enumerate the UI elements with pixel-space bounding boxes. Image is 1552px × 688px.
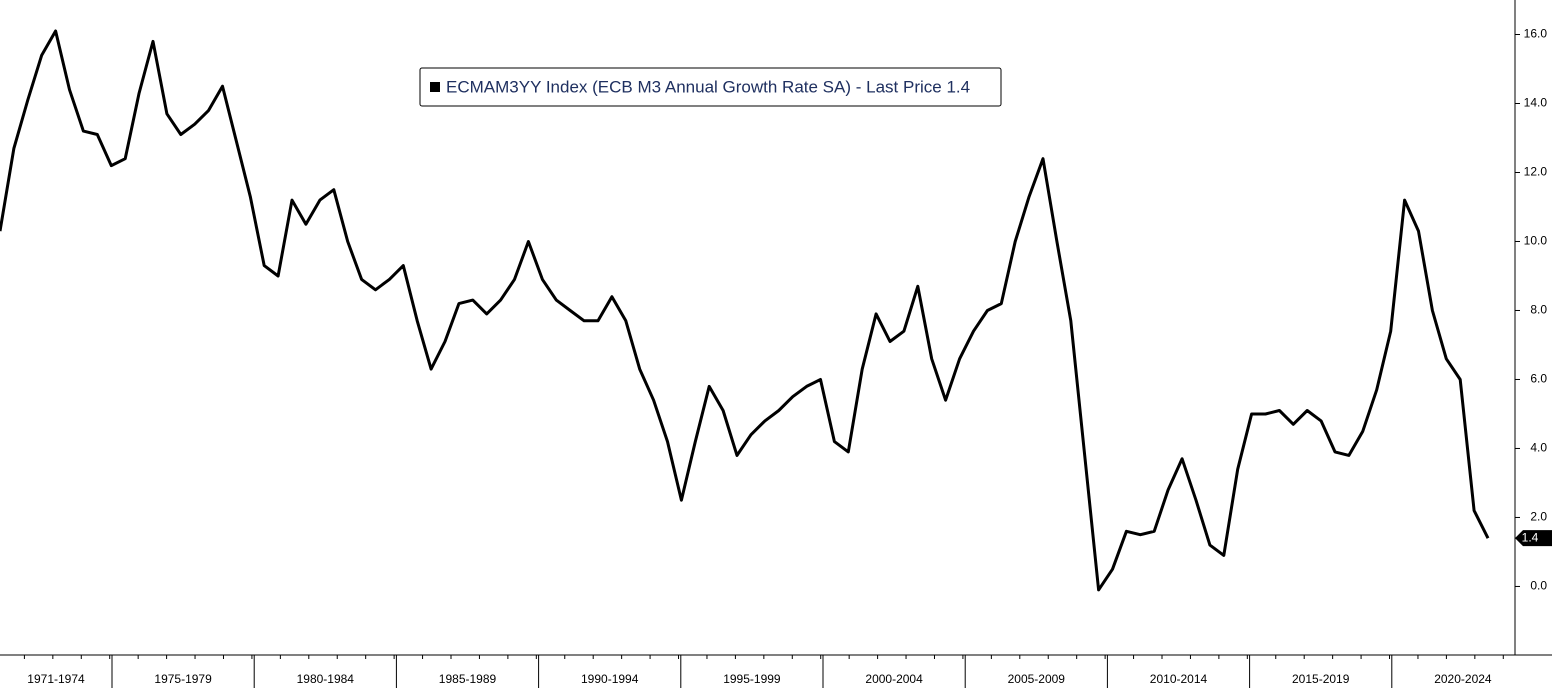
y-tick-label: 8.0: [1530, 303, 1547, 317]
y-tick-label: 12.0: [1524, 165, 1548, 179]
last-price-tag: [1515, 530, 1552, 547]
x-tick-label: 2000-2004: [865, 672, 923, 686]
x-tick-label: 1995-1999: [723, 672, 781, 686]
y-tick-label: 0.0: [1530, 579, 1547, 593]
line-series: [0, 29, 1490, 592]
x-tick-label: 1985-1989: [439, 672, 497, 686]
legend-label: ECMAM3YY Index (ECB M3 Annual Growth Rat…: [446, 77, 970, 96]
x-tick-label: 1990-1994: [581, 672, 639, 686]
legend-box: [419, 67, 1002, 107]
x-tick-label: 2015-2019: [1292, 672, 1350, 686]
x-tick-label: 2005-2009: [1008, 672, 1066, 686]
y-tick-label: 16.0: [1524, 27, 1548, 41]
legend-swatch: [430, 82, 440, 92]
y-tick-label: 14.0: [1524, 96, 1548, 110]
x-tick-label: 1971-1974: [27, 672, 85, 686]
y-tick-label: 4.0: [1530, 441, 1547, 455]
last-price-label: 1.4: [1522, 530, 1539, 544]
y-tick-label: 6.0: [1530, 372, 1547, 386]
x-tick-label: 1980-1984: [297, 672, 355, 686]
x-tick-label: 2020-2024: [1434, 672, 1492, 686]
y-tick-label: 2.0: [1530, 510, 1547, 524]
x-tick-label: 2010-2014: [1150, 672, 1208, 686]
y-tick-label: 10.0: [1524, 234, 1548, 248]
x-tick-label: 1975-1979: [154, 672, 212, 686]
